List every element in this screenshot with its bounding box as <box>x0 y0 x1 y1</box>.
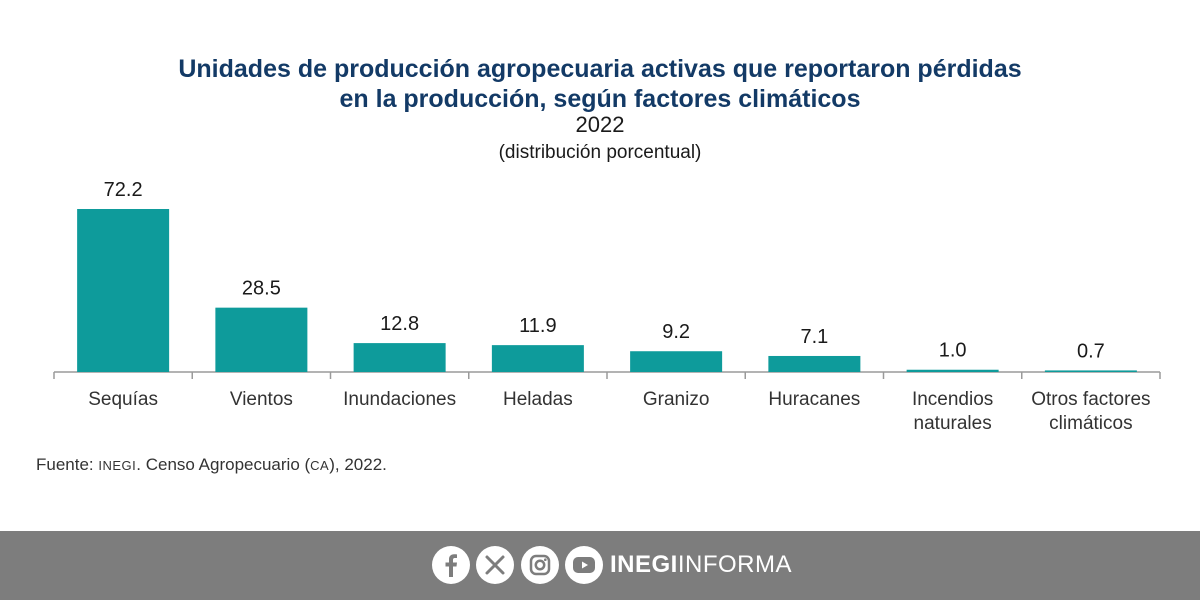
bar <box>1044 370 1137 372</box>
category-label: Heladas <box>503 389 573 410</box>
category-label: Otros factores climáticos <box>1031 389 1150 434</box>
data-label: 9.2 <box>662 321 690 343</box>
bar-chart: 72.2 Sequías 28.5 Vientos 12.8 Inundaciones 11… <box>53 179 1161 434</box>
brand-wordmark: INEGIINFORMA <box>610 551 793 578</box>
bar <box>768 355 861 372</box>
source-note: Fuente: INEGI. Censo Agropecuario (CA), … <box>36 455 387 474</box>
data-label: 0.7 <box>1077 340 1105 362</box>
data-label: 12.8 <box>380 313 419 335</box>
chart-subtitle: (distribución porcentual) <box>498 142 702 163</box>
bar <box>215 307 308 372</box>
bar <box>630 351 723 372</box>
bar <box>491 345 584 372</box>
bar <box>906 369 999 372</box>
bar <box>77 209 170 372</box>
data-label: 7.1 <box>800 326 828 348</box>
x-icon[interactable] <box>476 546 514 584</box>
data-label: 11.9 <box>519 315 556 337</box>
category-label: Granizo <box>643 389 710 410</box>
bar <box>353 343 446 372</box>
category-label: Vientos <box>230 389 293 410</box>
data-label: 1.0 <box>939 340 967 362</box>
facebook-icon[interactable] <box>432 546 470 584</box>
chart-title: Unidades de producción agropecuaria acti… <box>0 54 1200 114</box>
chart-title-line-1: Unidades de producción agropecuaria acti… <box>178 55 1022 83</box>
data-label: 72.2 <box>104 179 143 201</box>
chart-title-line-2: en la producción, según factores climáti… <box>339 85 861 113</box>
category-label: Inundaciones <box>343 389 456 410</box>
category-label: Incendios naturales <box>912 389 993 434</box>
category-label: Sequías <box>88 389 158 410</box>
category-label: Huracanes <box>768 389 860 410</box>
youtube-icon[interactable] <box>565 546 603 584</box>
instagram-icon[interactable] <box>521 546 559 584</box>
chart-year: 2022 <box>575 112 625 137</box>
footer-bar: INEGIINFORMA <box>0 531 1200 600</box>
data-label: 28.5 <box>242 278 281 300</box>
